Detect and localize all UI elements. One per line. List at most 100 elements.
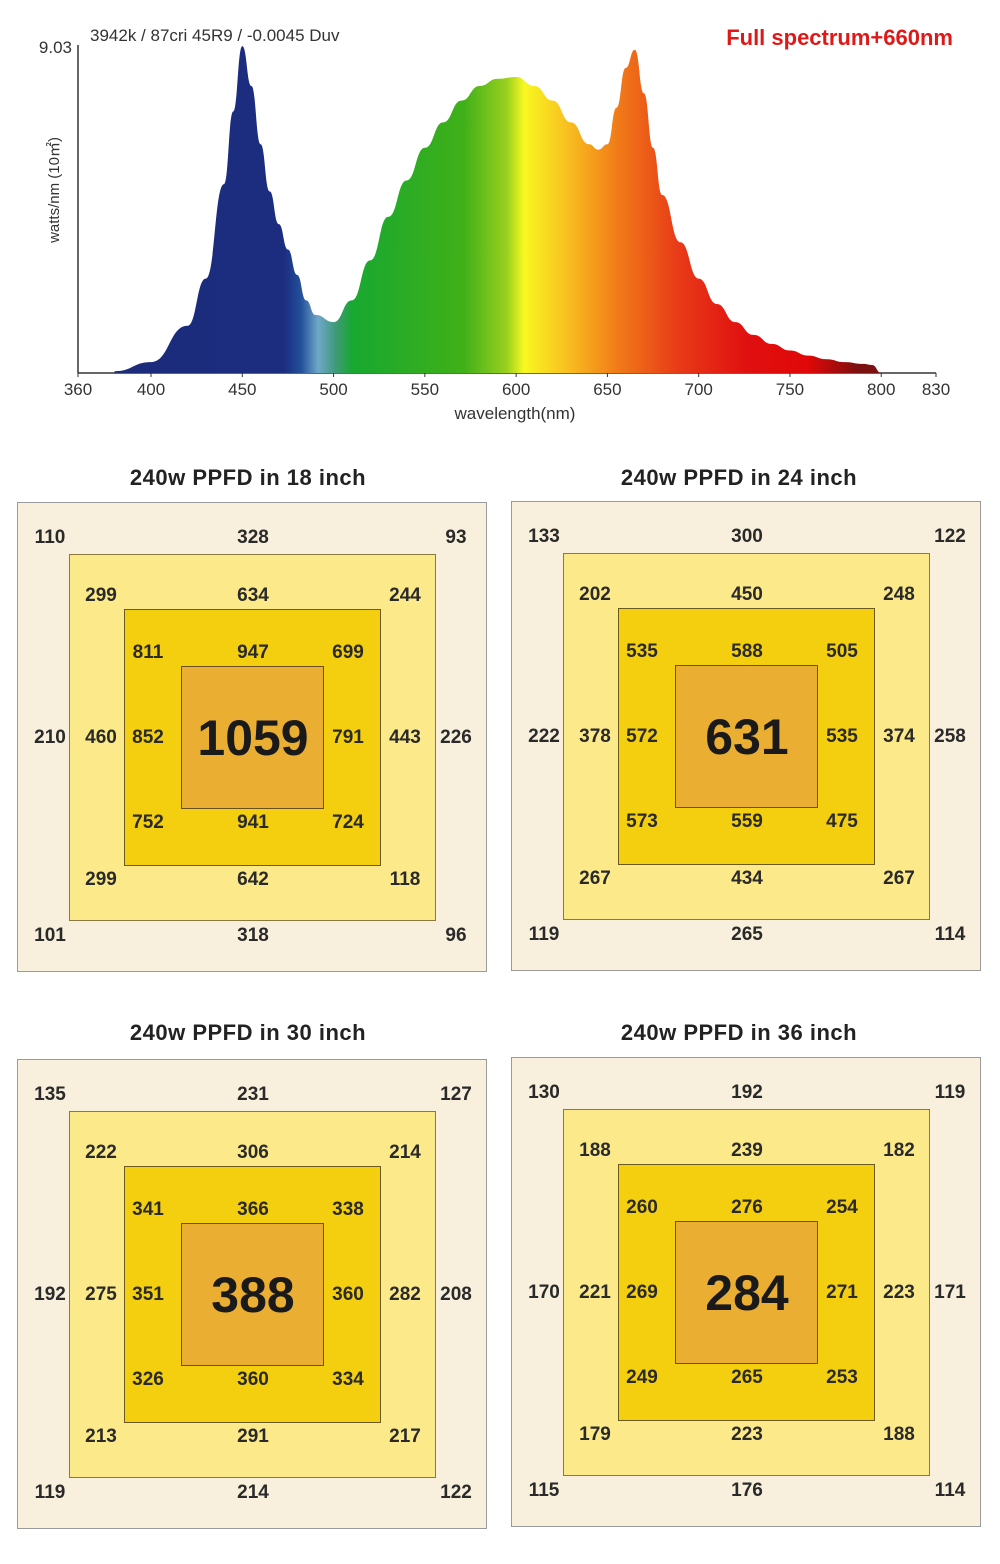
y-axis-label: watts/nm (10㎡)	[46, 137, 63, 244]
ppfd-value-ring2-right: 443	[389, 727, 421, 748]
ppfd-value-ring3-left: 852	[132, 727, 164, 748]
x-tick-label: 800	[867, 380, 895, 399]
ppfd-value-ring3-bottom-right: 253	[826, 1367, 858, 1388]
ppfd-value-ring2-right: 374	[883, 726, 915, 747]
ppfd-center-value: 284	[705, 1265, 789, 1321]
x-tick-label: 650	[593, 380, 621, 399]
ppfd-value-ring2-top-left: 222	[85, 1142, 117, 1163]
x-tick-label: 400	[137, 380, 165, 399]
ppfd-value-ring2-top: 450	[731, 584, 763, 605]
x-axis-label: wavelength(nm)	[454, 404, 576, 423]
ppfd-value-ring3-bottom: 941	[237, 812, 269, 833]
y-max-label: 9.03	[39, 38, 72, 57]
ppfd-value-ring1-bottom-left: 119	[528, 924, 560, 945]
ppfd-value-ring1-bottom-left: 119	[34, 1482, 66, 1503]
ppfd-value-ring2-right: 223	[883, 1282, 915, 1303]
ppfd-value-ring2-left: 221	[579, 1282, 611, 1303]
ppfd-value-ring1-top-left: 133	[528, 526, 560, 547]
x-tick-label: 500	[319, 380, 347, 399]
ring-zone-r3	[618, 1164, 875, 1421]
ppfd-value-ring1-top-left: 130	[528, 1082, 560, 1103]
ppfd-value-ring1-bottom-right: 114	[934, 924, 966, 945]
ppfd-grid-30: 135 231 127 192 208 119 214 122 222 306 214 275 282 2…	[17, 1059, 487, 1529]
ppfd-value-ring2-right: 282	[389, 1284, 421, 1305]
ppfd-value-ring3-bottom-right: 724	[332, 812, 364, 833]
ppfd-value-ring1-left: 192	[34, 1284, 66, 1305]
chart-title: Full spectrum+660nm	[726, 25, 953, 50]
ppfd-value-ring2-top-right: 248	[883, 584, 915, 605]
ppfd-title-24: 240w PPFD in 24 inch	[620, 465, 858, 490]
ppfd-value-ring1-bottom-right: 96	[445, 925, 467, 946]
ppfd-value-ring1-left: 210	[34, 727, 66, 748]
ppfd-value-ring1-bottom-right: 114	[934, 1480, 966, 1501]
ppfd-value-ring2-bottom: 434	[731, 868, 763, 889]
x-tick-label: 600	[502, 380, 530, 399]
ppfd-value-ring1-bottom: 176	[731, 1480, 763, 1501]
ppfd-value-ring2-bottom: 642	[237, 869, 269, 890]
ppfd-value-ring3-left: 572	[626, 726, 658, 747]
ppfd-grid-36: 130 192 119 170 171 115 176 114 188 239 182 221 223 1…	[511, 1057, 981, 1527]
ppfd-value-ring3-bottom-right: 475	[826, 811, 858, 832]
ppfd-value-ring1-top: 192	[731, 1082, 763, 1103]
ppfd-value-ring1-left: 170	[528, 1282, 560, 1303]
ppfd-value-ring2-top-left: 299	[85, 585, 117, 606]
ppfd-value-ring2-bottom: 291	[237, 1426, 269, 1447]
ppfd-value-ring2-bottom-left: 213	[85, 1426, 117, 1447]
ppfd-value-ring1-right: 226	[440, 727, 472, 748]
ppfd-value-ring1-top-right: 119	[934, 1082, 966, 1103]
ppfd-value-ring2-bottom-left: 267	[579, 868, 611, 889]
ppfd-value-ring2-bottom-right: 118	[389, 869, 421, 890]
ppfd-value-ring3-top-left: 535	[626, 641, 658, 662]
ppfd-value-ring1-top: 328	[237, 527, 269, 548]
ppfd-value-ring3-right: 360	[332, 1284, 364, 1305]
ppfd-value-ring3-top-right: 505	[826, 641, 858, 662]
ppfd-value-ring2-top-left: 202	[579, 584, 611, 605]
ppfd-value-ring1-right: 208	[440, 1284, 472, 1305]
x-tick-label: 550	[411, 380, 439, 399]
spectrum-area	[114, 46, 882, 373]
ppfd-value-ring3-top: 276	[731, 1197, 763, 1218]
ppfd-value-ring1-top: 231	[237, 1084, 269, 1105]
ppfd-value-ring3-left: 351	[132, 1284, 164, 1305]
ppfd-value-ring1-top-left: 110	[34, 527, 66, 548]
chart-subtitle: 3942k / 87cri 45R9 / -0.0045 Duv	[90, 26, 340, 45]
ppfd-value-ring2-bottom-left: 179	[579, 1424, 611, 1445]
x-tick-label: 700	[684, 380, 712, 399]
ppfd-value-ring2-top: 306	[237, 1142, 269, 1163]
ppfd-value-ring3-top: 947	[237, 642, 269, 663]
ppfd-value-ring1-top-right: 93	[445, 527, 467, 548]
x-tick-label: 450	[228, 380, 256, 399]
ppfd-value-ring3-bottom-left: 752	[132, 812, 164, 833]
ppfd-value-ring3-top: 366	[237, 1199, 269, 1220]
ppfd-value-ring2-bottom-left: 299	[85, 869, 117, 890]
ppfd-value-ring3-right: 535	[826, 726, 858, 747]
center-zone	[181, 1223, 324, 1366]
ppfd-value-ring2-top: 634	[237, 585, 269, 606]
center-zone	[675, 665, 818, 808]
ppfd-value-ring3-top-left: 811	[132, 642, 164, 663]
ppfd-value-ring1-top-right: 122	[934, 526, 966, 547]
ppfd-value-ring1-right: 258	[934, 726, 966, 747]
ppfd-value-ring2-top-right: 214	[389, 1142, 421, 1163]
ppfd-value-ring2-bottom-right: 217	[389, 1426, 421, 1447]
ppfd-value-ring3-left: 269	[626, 1282, 658, 1303]
ppfd-value-ring1-left: 222	[528, 726, 560, 747]
ppfd-value-ring3-bottom-right: 334	[332, 1369, 364, 1390]
ppfd-value-ring3-bottom-left: 573	[626, 811, 658, 832]
ppfd-value-ring2-left: 378	[579, 726, 611, 747]
ppfd-value-ring1-top-left: 135	[34, 1084, 66, 1105]
ppfd-value-ring3-top-right: 699	[332, 642, 364, 663]
ppfd-value-ring1-right: 171	[934, 1282, 966, 1303]
ppfd-value-ring3-top-left: 260	[626, 1197, 658, 1218]
ppfd-value-ring3-top: 588	[731, 641, 763, 662]
ppfd-value-ring1-top: 300	[731, 526, 763, 547]
ppfd-value-ring3-bottom: 360	[237, 1369, 269, 1390]
ppfd-value-ring3-bottom-left: 326	[132, 1369, 164, 1390]
ppfd-value-ring1-top-right: 127	[440, 1084, 472, 1105]
ppfd-value-ring3-bottom: 559	[731, 811, 763, 832]
ppfd-value-ring3-top-right: 254	[826, 1197, 858, 1218]
ppfd-value-ring3-right: 791	[332, 727, 364, 748]
ppfd-value-ring1-bottom: 214	[237, 1482, 269, 1503]
ppfd-value-ring2-left: 275	[85, 1284, 117, 1305]
center-zone	[181, 666, 324, 809]
